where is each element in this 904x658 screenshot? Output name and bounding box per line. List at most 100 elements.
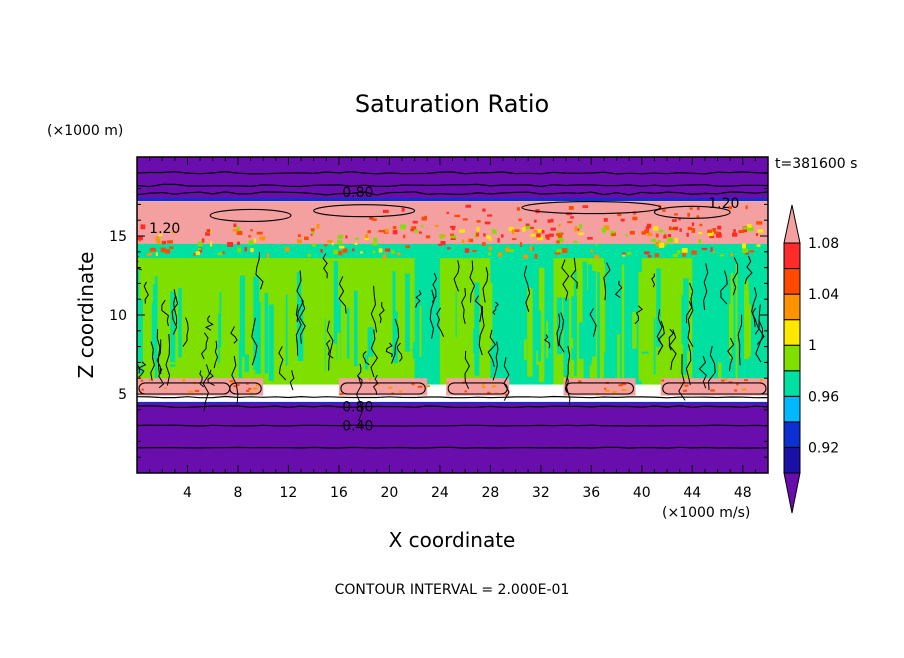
speckle <box>545 234 549 239</box>
speckle-top <box>691 222 695 227</box>
speckle-top <box>673 226 679 231</box>
colorbar-swatch <box>783 293 801 321</box>
speckle <box>304 236 309 241</box>
cloud-streak <box>144 260 149 375</box>
cloud-streak <box>276 334 282 378</box>
speckle <box>611 231 616 237</box>
speckle <box>587 237 593 240</box>
cloud-streak <box>151 303 157 351</box>
chart-title: Saturation Ratio <box>355 90 549 118</box>
speckle <box>155 236 159 241</box>
contour-squiggle <box>378 302 385 324</box>
speckle <box>297 239 303 244</box>
speckle <box>554 252 561 255</box>
contour-squiggle <box>173 289 178 325</box>
speckle <box>698 239 702 244</box>
speckle <box>248 240 254 245</box>
speckle-base <box>710 389 715 392</box>
speckle <box>312 243 317 247</box>
speckle <box>579 224 583 229</box>
speckle-base <box>194 389 200 392</box>
contour-base-loop <box>340 382 426 395</box>
contour-base-loop <box>662 382 767 395</box>
cloud-streak <box>546 320 548 359</box>
speckle <box>171 231 177 234</box>
contour-squiggle <box>431 272 438 303</box>
speckle-base <box>721 379 725 382</box>
contour-squiggle <box>213 340 219 369</box>
contour-squiggle <box>171 295 179 335</box>
x-tick-label: 28 <box>481 485 499 501</box>
speckle <box>297 234 301 237</box>
speckle-top <box>669 226 672 229</box>
speckle-top <box>582 205 589 209</box>
contour-squiggle <box>156 339 162 375</box>
cloud-streak <box>527 288 533 377</box>
speckle <box>195 251 200 256</box>
speckle-top <box>687 212 691 217</box>
speckle <box>197 248 202 251</box>
base-cap <box>563 378 636 396</box>
x-tick-label: 40 <box>633 485 651 501</box>
speckle <box>701 247 708 251</box>
contour-squiggle <box>156 329 161 375</box>
cloud-streak <box>574 270 577 377</box>
speckle <box>712 250 715 254</box>
speckle-top <box>421 216 427 221</box>
speckle-top <box>518 218 522 222</box>
contour-squiggle <box>751 307 760 335</box>
speckle <box>450 235 457 239</box>
contour-label: 0.80 <box>342 400 373 416</box>
speckle <box>310 233 313 236</box>
layer-lower <box>137 403 768 473</box>
contour-squiggle <box>415 290 422 308</box>
x-tick-label: 12 <box>280 485 298 501</box>
speckle-top <box>547 219 551 223</box>
x-axis-ticks: 4 8 12 16 20 24 28 32 36 40 44 48 <box>149 157 756 501</box>
speckle-top <box>687 226 693 231</box>
contour-base-loop <box>447 382 508 395</box>
contour-squiggle <box>603 262 611 301</box>
speckle-top <box>454 214 461 218</box>
speckle-top <box>450 233 455 236</box>
cloud-streak <box>583 281 586 383</box>
speckle <box>355 237 359 240</box>
speckle-top <box>632 211 637 215</box>
speckle <box>530 234 536 237</box>
colorbar-label: 1.08 <box>808 236 839 252</box>
speckle <box>749 250 755 253</box>
speckle-top <box>632 216 638 221</box>
speckle <box>664 232 667 236</box>
speckle <box>658 239 661 243</box>
cloud-streak <box>440 339 443 381</box>
speckle <box>400 224 407 230</box>
x-unit-label: (×1000 m/s) <box>662 505 750 521</box>
x-tick-label: 16 <box>330 485 348 501</box>
cloud-streak <box>488 283 493 346</box>
cloud-streak <box>578 322 585 359</box>
cloud-streak <box>609 353 614 372</box>
cloud-streak <box>412 341 418 359</box>
speckle <box>161 241 164 245</box>
contour-squiggle <box>686 282 694 324</box>
contour-squiggle <box>720 270 728 305</box>
contour-squiggle <box>230 326 238 344</box>
speckle <box>382 254 387 259</box>
speckle <box>730 253 733 257</box>
speckle-top <box>673 213 678 216</box>
cloud-streak <box>194 297 199 367</box>
speckle-top <box>446 211 449 215</box>
speckle <box>577 228 580 231</box>
speckle <box>561 248 568 253</box>
contour-squiggle <box>436 307 445 337</box>
speckle <box>520 242 523 247</box>
speckle <box>537 235 543 241</box>
speckle <box>392 229 398 235</box>
speckle <box>529 246 533 251</box>
speckle-top <box>412 220 418 224</box>
cloud-streak <box>531 284 537 383</box>
cloud-streak <box>621 329 628 368</box>
speckle <box>339 245 345 249</box>
speckle-top <box>672 219 677 222</box>
speckle <box>757 229 764 233</box>
